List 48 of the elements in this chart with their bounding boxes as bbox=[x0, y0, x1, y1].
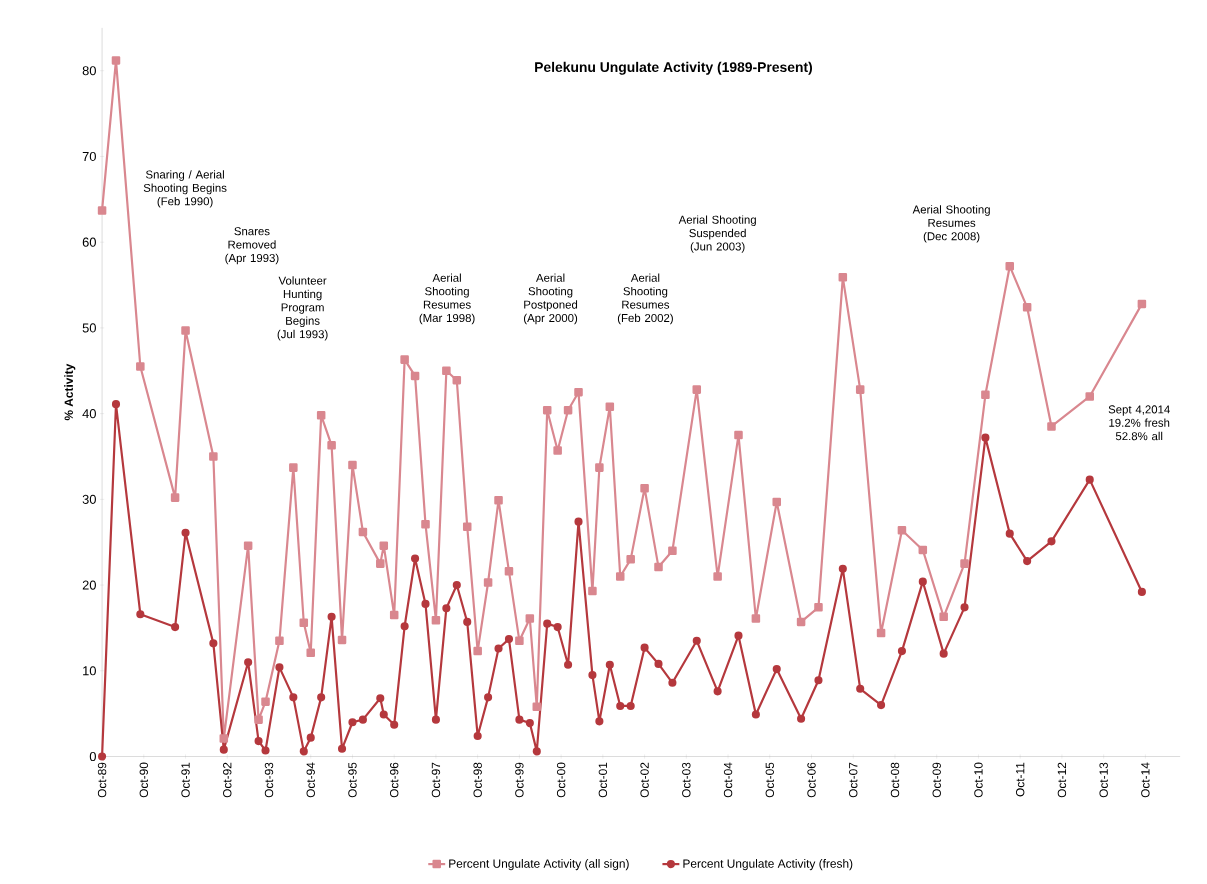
x-tick-label: Oct-93 bbox=[264, 762, 274, 798]
annotation: Aerial Shooting Suspended (Jun 2003) bbox=[678, 215, 756, 253]
x-tick-label: Oct-08 bbox=[890, 762, 900, 798]
annotation: Sept 4,2014 19.2% fresh 52.8% all bbox=[1108, 405, 1170, 441]
x-tick-label: Oct-14 bbox=[1141, 762, 1150, 798]
x-tick-label: Oct-01 bbox=[598, 762, 608, 798]
x-tick-label: Oct-07 bbox=[849, 762, 858, 798]
x-tick-label: Oct-10 bbox=[974, 762, 983, 798]
x-tick-label: Oct-00 bbox=[556, 762, 566, 798]
x-tick-label: Oct-92 bbox=[223, 762, 232, 798]
annotation: Aerial Shooting Resumes (Feb 2002) bbox=[617, 273, 673, 325]
annotation: Volunteer Hunting Program Begins (Jul 1993) bbox=[277, 276, 328, 341]
x-tick-label: Oct-89 bbox=[97, 762, 107, 798]
x-tick-label: Oct-04 bbox=[723, 762, 733, 798]
x-tick-label: Oct-94 bbox=[306, 762, 315, 798]
y-tick-label: 80 bbox=[82, 66, 96, 76]
x-tick-label: Oct-03 bbox=[682, 762, 691, 798]
x-tick-label: Oct-90 bbox=[139, 762, 149, 798]
y-tick-label: 20 bbox=[82, 580, 96, 590]
x-tick-label: Oct-98 bbox=[473, 762, 482, 798]
annotation: Snares Removed (Apr 1993) bbox=[225, 227, 279, 265]
x-tick-label: Oct-11 bbox=[1015, 762, 1025, 797]
x-tick-label: Oct-05 bbox=[765, 762, 774, 798]
x-tick-label: Oct-96 bbox=[389, 762, 399, 798]
x-tick-label: Oct-91 bbox=[181, 762, 190, 798]
y-tick-label: 50 bbox=[82, 323, 96, 333]
x-tick-label: Oct-97 bbox=[431, 762, 441, 798]
x-tick-label: Oct-06 bbox=[807, 762, 816, 798]
y-tick-label: 70 bbox=[82, 151, 96, 162]
annotation: Aerial Shooting Postponed (Apr 2000) bbox=[524, 273, 578, 325]
x-tick-label: Oct-95 bbox=[348, 762, 357, 798]
text: Pelekunu Ungulate Activity (1989-Present) bbox=[535, 61, 813, 75]
legend-label: Percent Ungulate Activity (all sign) bbox=[449, 859, 629, 871]
y-tick-label: 60 bbox=[82, 237, 96, 247]
y-axis-title: % Activity bbox=[64, 363, 76, 421]
x-tick-label: Oct-99 bbox=[515, 762, 524, 798]
legend-label: Percent Ungulate Activity (fresh) bbox=[683, 859, 853, 871]
y-tick-label: 0 bbox=[89, 751, 96, 762]
annotation: Aerial Shooting Resumes (Mar 1998) bbox=[419, 273, 475, 325]
annotation: Snaring / Aerial Shooting Begins (Feb 1990) bbox=[143, 170, 227, 208]
annotation: Aerial Shooting Resumes (Dec 2008) bbox=[912, 205, 990, 243]
x-tick-label: Oct-13 bbox=[1099, 762, 1108, 798]
y-tick-label: 40 bbox=[82, 409, 96, 419]
y-tick-label: 10 bbox=[83, 666, 96, 676]
x-tick-label: Oct-12 bbox=[1057, 762, 1067, 798]
x-tick-label: Oct-02 bbox=[640, 762, 649, 798]
x-tick-label: Oct-09 bbox=[932, 762, 941, 798]
y-tick-label: 30 bbox=[82, 494, 96, 504]
